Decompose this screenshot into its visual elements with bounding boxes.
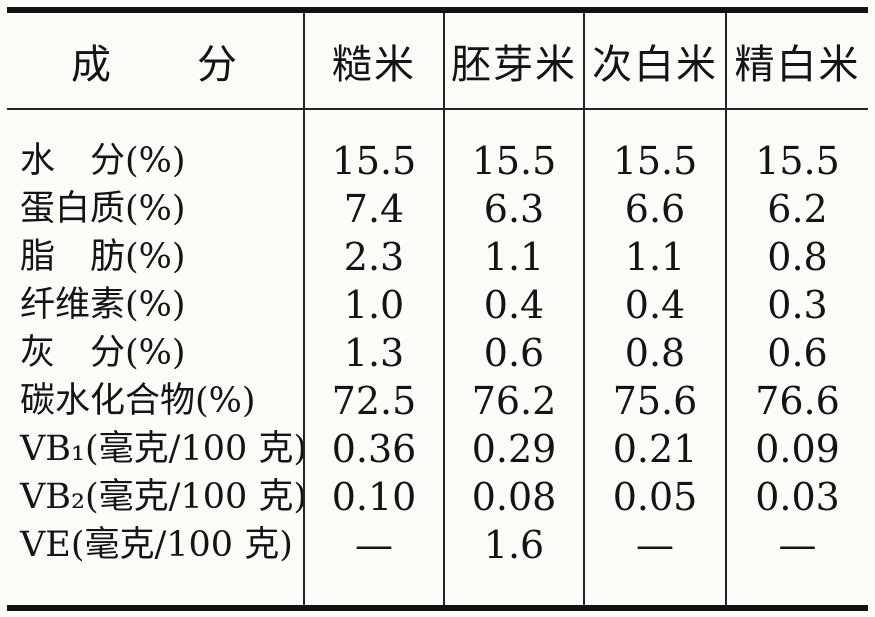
value-cell: 0.4: [483, 283, 545, 327]
value-cell: 76.6: [755, 379, 840, 423]
value-cell: 6.2: [767, 187, 828, 231]
value-cell: 0.21: [612, 427, 698, 471]
header-white-rice: 精白米: [725, 13, 868, 108]
value-cell: —: [355, 523, 393, 567]
value-cell: 0.29: [471, 427, 557, 471]
value-cell: 1.1: [483, 235, 545, 279]
value-cell: 0.8: [624, 331, 686, 375]
row-label: 灰 分(%): [20, 333, 186, 373]
value-cell: 1.6: [483, 523, 545, 567]
value-cell: 1.3: [343, 331, 405, 375]
row-label: 水 分(%): [20, 141, 186, 181]
table-header-row: 成 分 糙米 胚芽米 次白米 精白米: [7, 13, 868, 110]
column-germ-rice: 15.5 6.3 1.1 0.4 0.6 76.2 0.29 0.08 1.6: [443, 110, 583, 605]
value-cell: 0.08: [471, 475, 557, 519]
value-cell: —: [778, 523, 817, 567]
header-component: 成 分: [71, 41, 239, 88]
value-cell: 15.5: [755, 139, 840, 183]
value-cell: 7.4: [343, 187, 405, 231]
value-cell: 6.6: [624, 187, 686, 231]
value-cell: 75.6: [612, 379, 698, 423]
value-cell: 0.3: [767, 283, 828, 327]
row-label: 纤维素(%): [20, 285, 186, 325]
value-cell: 0.03: [755, 475, 840, 519]
value-cell: 0.4: [624, 283, 686, 327]
column-brown-rice: 15.5 7.4 2.3 1.0 1.3 72.5 0.36 0.10 —: [303, 110, 443, 605]
row-label: VE(毫克/100 克): [20, 525, 293, 565]
header-brown-rice: 糙米: [303, 13, 443, 108]
value-cell: 1.0: [343, 283, 405, 327]
row-label: 脂 肪(%): [20, 237, 186, 277]
column-semi-white-rice: 15.5 6.6 1.1 0.4 0.8 75.6 0.21 0.05 —: [583, 110, 725, 605]
value-cell: 0.36: [331, 427, 417, 471]
value-cell: 0.6: [483, 331, 545, 375]
value-cell: 0.8: [767, 235, 828, 279]
value-cell: —: [636, 523, 674, 567]
row-label: 蛋白质(%): [20, 189, 186, 229]
table-body: 水 分(%) 蛋白质(%) 脂 肪(%) 纤维素(%) 灰 分(%) 碳水化合物…: [7, 110, 868, 605]
header-semi-white-rice: 次白米: [583, 13, 725, 108]
value-cell: 0.10: [331, 475, 417, 519]
row-label: VB₂(毫克/100 克): [20, 477, 308, 517]
value-cell: 76.2: [471, 379, 557, 423]
value-cell: 0.09: [755, 427, 840, 471]
value-cell: 72.5: [331, 379, 417, 423]
row-label: VB₁(毫克/100 克): [20, 429, 308, 469]
value-cell: 15.5: [471, 139, 557, 183]
value-cell: 0.05: [612, 475, 698, 519]
rice-composition-table: 成 分 糙米 胚芽米 次白米 精白米 水 分(%) 蛋白质(%) 脂 肪(%) …: [7, 7, 868, 611]
column-labels: 水 分(%) 蛋白质(%) 脂 肪(%) 纤维素(%) 灰 分(%) 碳水化合物…: [7, 110, 308, 605]
value-cell: 15.5: [612, 139, 698, 183]
column-white-rice: 15.5 6.2 0.8 0.3 0.6 76.6 0.09 0.03 —: [725, 110, 868, 605]
value-cell: 1.1: [624, 235, 686, 279]
value-cell: 0.6: [767, 331, 828, 375]
value-cell: 2.3: [343, 235, 405, 279]
row-label: 碳水化合物(%): [20, 381, 256, 421]
value-cell: 15.5: [331, 139, 417, 183]
value-cell: 6.3: [483, 187, 545, 231]
header-germ-rice: 胚芽米: [443, 13, 583, 108]
